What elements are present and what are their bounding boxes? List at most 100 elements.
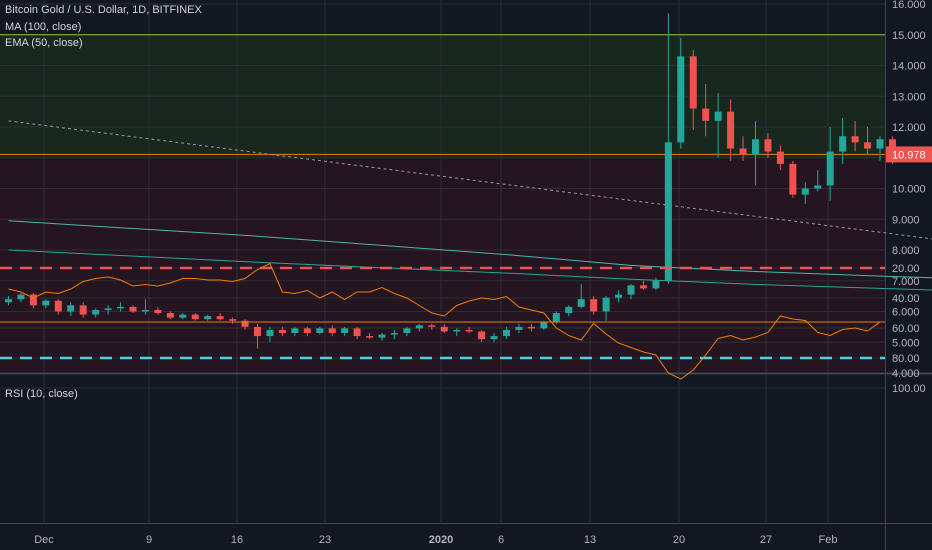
candle	[403, 326, 411, 337]
time-tick-label: 20	[673, 534, 685, 546]
candle-body	[639, 285, 647, 289]
candle-body	[378, 334, 386, 338]
candle-body	[527, 326, 535, 329]
candle-body	[565, 306, 573, 314]
candle	[627, 283, 635, 300]
candle	[241, 319, 249, 330]
candle-body	[739, 148, 747, 155]
candle-body	[490, 336, 498, 340]
candle	[415, 323, 423, 332]
rsi-line	[8, 262, 881, 380]
candle	[341, 326, 349, 337]
candle	[478, 329, 486, 343]
candle-body	[291, 328, 299, 334]
candle-body	[79, 305, 87, 315]
candle	[216, 313, 224, 321]
candle-body	[5, 299, 12, 303]
candle	[92, 308, 100, 318]
symbol-title: Bitcoin Gold / U.S. Dollar, 1D, BITFINEX	[5, 4, 202, 16]
price-tick-label: 9.000	[892, 214, 920, 226]
candle-body	[664, 142, 672, 281]
candle	[789, 160, 797, 198]
candle	[602, 296, 610, 321]
candle-body	[92, 309, 100, 315]
candle-body	[204, 316, 212, 320]
candle-body	[478, 331, 486, 340]
candle	[727, 99, 735, 161]
time-tick-label: 6	[498, 534, 504, 546]
candle	[353, 326, 361, 340]
candle-body	[216, 316, 224, 320]
candle-body	[166, 313, 174, 318]
price-tick-label: 5.000	[892, 337, 920, 349]
price-tick-label: 16.000	[892, 0, 926, 11]
candle-body	[814, 185, 822, 189]
candle-body	[403, 328, 411, 334]
candle	[677, 37, 685, 149]
candle	[864, 127, 872, 155]
candle-body	[752, 139, 759, 155]
candle	[565, 305, 573, 317]
candle-body	[540, 322, 548, 329]
candle-body	[602, 297, 610, 312]
candle	[5, 296, 12, 306]
candle-body	[440, 326, 448, 332]
candle	[465, 326, 473, 334]
candle-body	[54, 300, 62, 312]
candle-body	[390, 333, 398, 335]
candle-body	[104, 308, 112, 310]
candle-body	[590, 299, 598, 312]
time-tick-label: 27	[760, 534, 772, 546]
candle-body	[503, 329, 510, 337]
time-tick-label: 13	[584, 534, 596, 546]
candle-body	[864, 142, 872, 149]
candle-body	[801, 188, 809, 195]
candle-body	[652, 280, 660, 289]
price-tick-label: 13.000	[892, 91, 926, 103]
candle	[776, 145, 784, 171]
candle-body	[353, 328, 361, 337]
candle	[104, 305, 112, 315]
candle	[764, 133, 772, 158]
ema-legend[interactable]: EMA (50, close)	[5, 37, 83, 49]
candle	[490, 333, 498, 343]
candle	[166, 311, 174, 320]
candle-body	[677, 56, 685, 143]
candle	[876, 136, 884, 161]
candle	[17, 293, 25, 303]
candle-body	[141, 309, 149, 312]
candle-body	[366, 336, 374, 338]
candle-body	[627, 285, 635, 295]
candle-body	[42, 300, 50, 306]
candle	[154, 306, 162, 315]
candle-body	[266, 329, 274, 337]
time-tick-label: 23	[319, 534, 331, 546]
candle	[266, 326, 274, 343]
candle-body	[415, 325, 423, 329]
candle	[179, 313, 187, 320]
candle	[527, 323, 535, 332]
candle	[453, 328, 461, 337]
candle-body	[17, 294, 25, 300]
candle-body	[179, 314, 187, 318]
candle	[54, 299, 62, 315]
price-tick-label: 12.000	[892, 122, 926, 134]
candle-body	[453, 329, 461, 332]
ma-legend[interactable]: MA (100, close)	[5, 21, 82, 33]
candle-body	[316, 328, 324, 334]
candle	[141, 299, 149, 315]
price-tick-label: 8.000	[892, 245, 920, 257]
candle	[702, 83, 710, 137]
rsi-tick-label: 20.00	[892, 263, 920, 275]
candle	[664, 13, 672, 284]
rsi-legend[interactable]: RSI (10, close)	[5, 388, 78, 400]
candle	[390, 329, 398, 340]
candle-body	[428, 325, 436, 327]
rsi-tick-label: 60.00	[892, 323, 920, 335]
candle-body	[254, 326, 261, 337]
candle	[590, 296, 598, 315]
candle	[378, 333, 386, 341]
candle	[366, 333, 374, 340]
